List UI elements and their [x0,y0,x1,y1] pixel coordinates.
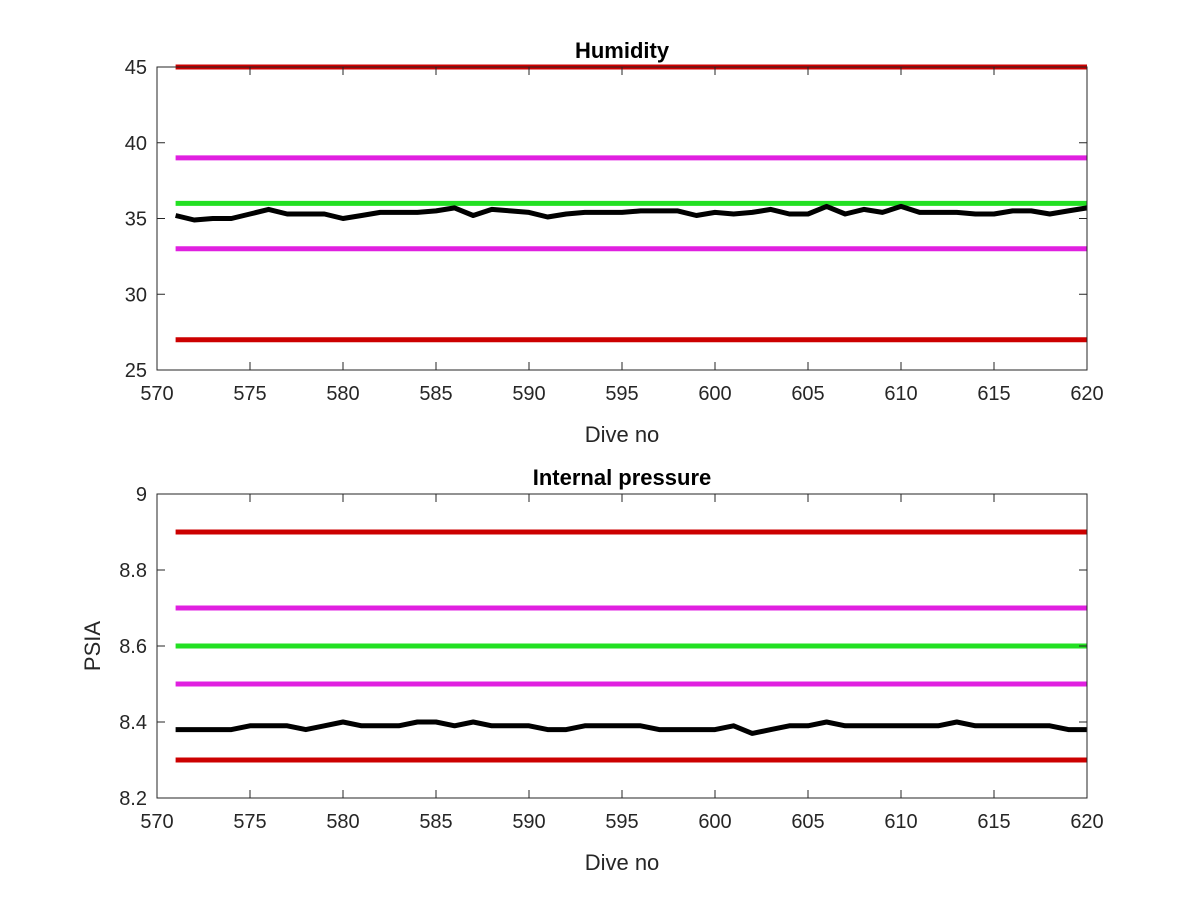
x-tick-label: 620 [1070,811,1103,833]
y-tick-label: 25 [125,360,147,382]
x-tick-label: 580 [326,811,359,833]
y-tick-label: 8.2 [119,788,147,810]
chart-panel-1: 570 575 580 585 590 595 600 605 610 615 620 25 30 35 4… [125,38,1104,447]
y-tick-label: 9 [136,484,147,506]
x-tick-label: 570 [140,811,173,833]
x-tick-label: 570 [140,383,173,405]
x-tick-label: 590 [512,383,545,405]
x-tick-label: 620 [1070,383,1103,405]
x-tick-label: 585 [419,383,452,405]
x-tick-label: 595 [605,811,638,833]
y-tick-label: 8.4 [119,712,147,734]
x-axis-label: Dive no [585,422,660,447]
y-axis-label: PSIA [80,621,105,671]
x-axis-label: Dive no [585,850,660,875]
x-tick-label: 575 [233,811,266,833]
x-tick-label: 585 [419,811,452,833]
x-tick-label: 605 [791,383,824,405]
x-tick-label: 580 [326,383,359,405]
x-tick-label: 615 [977,383,1010,405]
x-tick-label: 595 [605,383,638,405]
y-tick-label: 8.6 [119,636,147,658]
y-tick-label: 30 [125,284,147,306]
series-line-1 [175,203,1088,223]
y-tick-label: 35 [125,209,147,231]
x-tick-label: 605 [791,811,824,833]
y-tick-label: 45 [125,57,147,79]
x-tick-label: 600 [698,383,731,405]
plot-area [157,67,1087,370]
chart-title: Internal pressure [533,465,712,490]
y-tick-label: 8.8 [119,560,147,582]
x-tick-label: 575 [233,383,266,405]
x-tick-label: 590 [512,811,545,833]
series-line-1 [175,719,1087,736]
chart-panel-2: 570 575 580 585 590 595 600 605 610 615 620 8.2 8.4 8… [80,465,1104,875]
x-tick-label: 610 [884,811,917,833]
x-tick-label: 610 [884,383,917,405]
x-tick-label: 615 [977,811,1010,833]
y-tick-label: 40 [125,133,147,155]
x-tick-label: 600 [698,811,731,833]
chart-title: Humidity [575,38,670,63]
